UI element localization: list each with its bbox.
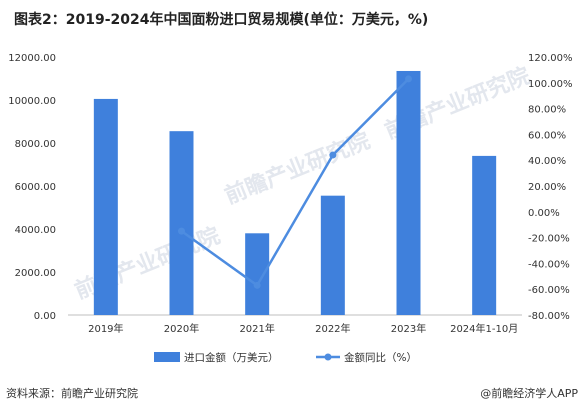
legend-swatch-line-marker	[324, 353, 332, 361]
line-point-yoy	[253, 281, 261, 289]
right-axis-tick-label: 20.00%	[528, 182, 566, 193]
x-axis-tick-label: 2023年	[391, 322, 426, 335]
left-axis-tick-label: 10000.00	[8, 96, 56, 107]
line-point-yoy	[405, 75, 412, 83]
left-axis-tick-label: 0.00	[34, 311, 56, 322]
line-yoy-growth	[180, 78, 410, 288]
left-axis-tick-label: 4000.00	[15, 225, 56, 236]
bar-series	[93, 70, 497, 315]
bar-import-value	[93, 98, 118, 315]
right-axis-tick-label: 80.00%	[528, 105, 566, 116]
credit-note: @前瞻经济学人APP	[480, 387, 578, 400]
right-axis-tick-label: 100.00%	[528, 79, 573, 90]
right-axis-tick-label: -40.00%	[528, 259, 570, 270]
chart-title: 图表2：2019-2024年中国面粉进口贸易规模(单位：万美元，%)	[14, 12, 429, 28]
right-axis-tick-label: 60.00%	[528, 130, 566, 141]
bar-import-value	[472, 155, 497, 315]
bar-import-value	[245, 233, 270, 315]
bar-import-value	[396, 70, 421, 315]
axes: 0.00 2000.00 4000.00 6000.00 8000.00 10000.00…	[8, 53, 572, 335]
right-axis-tick-label: 40.00%	[528, 156, 566, 167]
left-axis-tick-label: 6000.00	[15, 182, 56, 193]
legend-swatch-bar	[154, 352, 180, 362]
x-axis-tick-label: 2021年	[239, 322, 274, 335]
x-axis-tick-label: 2019年	[88, 322, 123, 335]
right-axis-tick-label: -20.00%	[528, 234, 570, 245]
right-axis-tick-label: 0.00%	[528, 208, 560, 219]
right-axis-tick-label: -60.00%	[528, 285, 570, 296]
x-axis-tick-label: 2024年1-10月	[450, 322, 518, 335]
legend: 进口金额（万美元） 金额同比（%）	[154, 351, 417, 364]
bar-import-value	[320, 195, 345, 315]
bar-import-value	[169, 131, 194, 315]
watermark-text: 前瞻产业研究院	[221, 128, 374, 210]
x-axis-tick-label: 2020年	[164, 322, 199, 335]
line-point-yoy	[329, 151, 337, 159]
line-series	[178, 75, 412, 289]
right-axis-tick-label: -80.00%	[528, 311, 570, 322]
left-axis-tick-label: 2000.00	[15, 268, 56, 279]
legend-label-bar: 进口金额（万美元）	[184, 351, 279, 364]
source-note: 资料来源：前瞻产业研究院	[6, 387, 138, 400]
x-axis-tick-label: 2022年	[315, 322, 350, 335]
left-axis-tick-label: 12000.00	[8, 53, 56, 64]
left-axis-tick-label: 8000.00	[15, 139, 56, 150]
right-axis-tick-label: 120.00%	[528, 53, 573, 64]
legend-label-line: 金额同比（%）	[344, 351, 417, 364]
line-point-yoy	[178, 227, 185, 235]
